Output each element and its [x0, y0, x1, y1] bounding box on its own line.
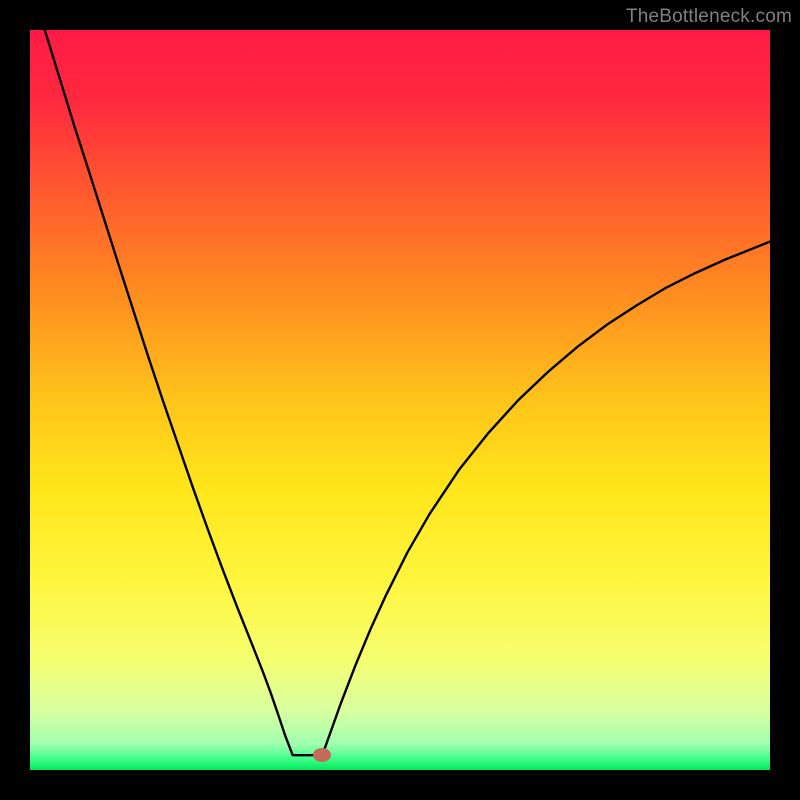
watermark-text: TheBottleneck.com — [626, 6, 792, 28]
chart-minimum-marker — [313, 748, 331, 762]
chart-background-gradient — [30, 30, 770, 770]
chart-plot-area — [30, 30, 770, 770]
